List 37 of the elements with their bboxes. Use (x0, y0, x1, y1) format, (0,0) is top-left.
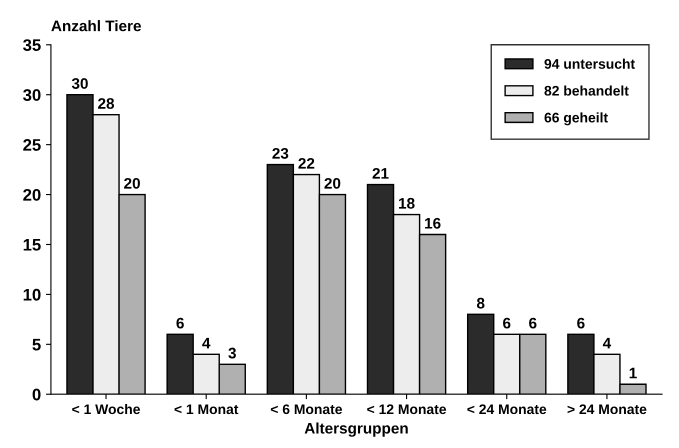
data-label: 16 (425, 218, 441, 229)
y-tick-label: 10 (24, 288, 41, 301)
y-tick-label: 20 (23, 188, 41, 201)
x-tick-label: < 1 Woche (72, 404, 140, 414)
data-label: 21 (372, 168, 389, 179)
data-label: 30 (72, 78, 88, 89)
data-label: 1 (630, 368, 637, 378)
data-label: 6 (529, 318, 536, 329)
y-tick-label: 30 (23, 89, 41, 101)
data-label: 4 (202, 338, 210, 348)
x-axis-title: Altersgruppen (304, 422, 408, 437)
y-tick-label: 0 (32, 388, 41, 400)
y-tick-label: 25 (23, 139, 41, 151)
data-label: 3 (228, 348, 236, 359)
data-label: 20 (124, 178, 140, 189)
legend-label: 66 geheilt (544, 112, 608, 126)
legend-label: 94 untersucht (544, 58, 635, 69)
x-tick-label: < 24 Monate (467, 404, 546, 414)
y-axis-title: Anzahl Tiere (51, 20, 141, 32)
data-label: 6 (503, 318, 510, 329)
y-tick-label: 35 (23, 39, 41, 52)
data-label: 23 (272, 148, 288, 159)
data-label: 28 (98, 98, 114, 109)
data-label: 8 (476, 298, 484, 309)
data-label: 6 (176, 318, 184, 329)
data-label: 6 (577, 318, 585, 329)
data-label: 22 (298, 158, 314, 169)
x-tick-label: > 24 Monate (568, 404, 646, 414)
x-tick-label: < 12 Monate (367, 404, 446, 414)
x-tick-label: < 6 Monate (270, 404, 342, 414)
data-label: 4 (602, 338, 612, 348)
y-tick-label: 5 (32, 338, 41, 351)
x-tick-label: < 1 Monat (174, 404, 238, 414)
data-label: 20 (324, 178, 340, 189)
data-label: 18 (399, 198, 415, 209)
legend-label: 82 behandelt (544, 85, 629, 96)
y-tick-label: 15 (24, 239, 41, 251)
